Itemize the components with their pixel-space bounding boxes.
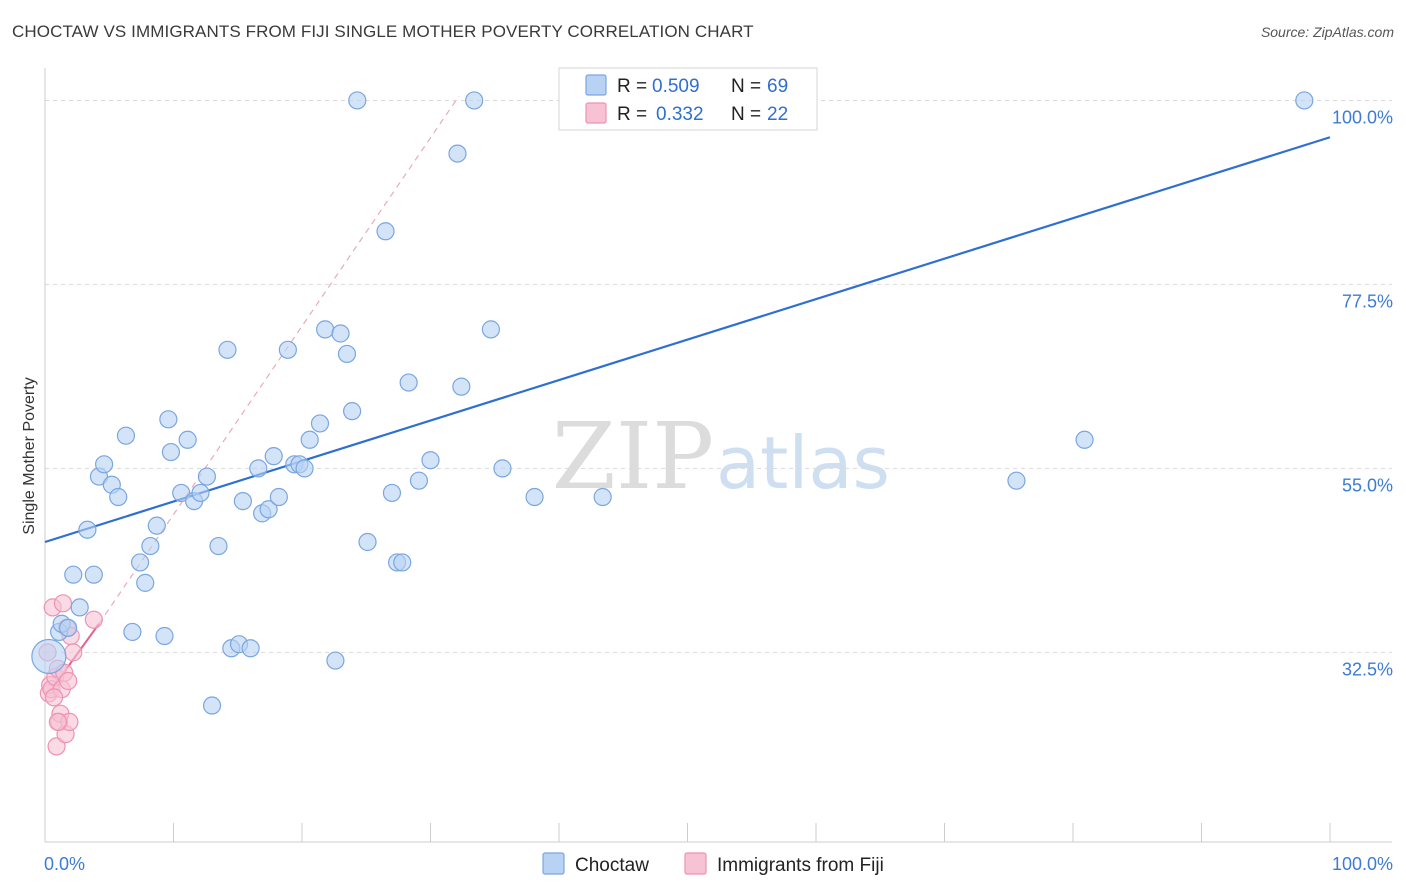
y-axis-title: Single Mother Poverty (21, 377, 38, 534)
data-point-choctaw (1007, 471, 1026, 490)
page-title: CHOCTAW VS IMMIGRANTS FROM FIJI SINGLE M… (12, 22, 754, 41)
legend-swatch-choctaw (585, 74, 607, 96)
data-point-choctaw (1295, 91, 1314, 110)
data-point-choctaw (331, 324, 350, 343)
data-point-choctaw (1075, 430, 1094, 449)
y-tick-label: 77.5% (1342, 291, 1393, 311)
data-point-choctaw (481, 320, 500, 339)
data-point-choctaw (399, 373, 418, 392)
grid-lines (45, 99, 1392, 653)
data-point-choctaw (70, 598, 89, 617)
watermark-zip: ZIP (552, 403, 714, 510)
data-point-choctaw (59, 618, 78, 637)
data-point-choctaw (493, 459, 512, 478)
data-point-choctaw (382, 483, 402, 503)
data-point-choctaw (109, 487, 128, 507)
data-point-choctaw (393, 553, 412, 572)
data-point-choctaw (84, 565, 103, 584)
y-tick-label: 100.0% (1332, 107, 1393, 127)
data-point-choctaw (31, 638, 67, 675)
data-point-choctaw (218, 340, 237, 359)
watermark-atlas: atlas (716, 421, 890, 505)
y-tick-label: 55.0% (1342, 475, 1393, 495)
data-point-choctaw (233, 492, 252, 511)
data-point-choctaw (161, 442, 181, 462)
series-legend-swatch-choctaw (542, 852, 565, 875)
legend-r-label: R = (617, 76, 647, 97)
data-point-choctaw (452, 377, 471, 396)
legend-r-value: 0.332 (656, 104, 704, 125)
series-legend-swatch-fiji (684, 852, 707, 875)
data-point-choctaw (136, 573, 155, 592)
data-point-choctaw (159, 410, 178, 429)
data-point-choctaw (376, 222, 395, 241)
legend-swatch-fiji (585, 102, 607, 124)
data-point-choctaw (123, 622, 142, 642)
data-point-choctaw (421, 451, 440, 470)
data-point-choctaw (310, 414, 330, 433)
data-point-choctaw (78, 520, 97, 539)
data-point-choctaw (95, 455, 114, 474)
source-note: Source: ZipAtlas.com (1260, 24, 1394, 40)
data-point-choctaw (241, 639, 260, 658)
data-point-choctaw (178, 430, 197, 449)
data-point-choctaw (465, 91, 484, 110)
data-point-choctaw (264, 447, 283, 466)
data-point-choctaw (259, 500, 278, 519)
data-point-choctaw (130, 553, 150, 572)
tick-labels: 32.5% 55.0% 77.5% 100.0% 0.0% 100.0% (44, 107, 1393, 874)
legend-n-value: 69 (767, 76, 788, 97)
data-point-choctaw (448, 144, 467, 163)
x-tick-label: 100.0% (1332, 854, 1393, 874)
data-point-fiji (48, 712, 67, 731)
data-point-choctaw (316, 320, 335, 339)
series-legend-label-choctaw: Choctaw (575, 855, 649, 876)
data-point-choctaw (343, 402, 362, 421)
data-point-choctaw (326, 651, 345, 670)
data-point-choctaw (116, 426, 136, 445)
series-legend: Choctaw Immigrants from Fiji (542, 852, 884, 876)
y-tick-label: 32.5% (1342, 659, 1393, 679)
data-point-choctaw (295, 459, 314, 478)
data-point-choctaw (172, 483, 191, 503)
data-point-fiji (64, 643, 83, 662)
data-point-choctaw (249, 459, 268, 478)
data-point-choctaw (155, 626, 174, 646)
legend-r-label: R = (617, 104, 647, 125)
data-point-choctaw (358, 532, 377, 552)
data-point-choctaw (348, 91, 367, 110)
legend-n-label: N = (731, 76, 761, 97)
data-point-fiji (84, 610, 103, 629)
legend-n-label: N = (731, 104, 761, 125)
data-point-choctaw (269, 487, 288, 507)
trend-line-extension-fiji (98, 96, 460, 625)
axes (44, 68, 1392, 843)
data-point-choctaw (593, 487, 612, 507)
data-point-fiji (47, 737, 66, 756)
data-point-choctaw (202, 696, 222, 715)
data-point-choctaw (197, 467, 217, 486)
data-point-choctaw (191, 483, 210, 503)
series-legend-label-fiji: Immigrants from Fiji (717, 855, 884, 876)
data-point-choctaw (147, 516, 166, 535)
x-tick-label: 0.0% (44, 854, 85, 874)
data-point-choctaw (278, 340, 297, 359)
data-point-choctaw (409, 471, 429, 490)
legend-r-value: 0.509 (652, 76, 700, 97)
data-points (31, 91, 1314, 756)
data-point-choctaw (141, 536, 160, 556)
data-point-choctaw (209, 536, 228, 556)
stats-legend: R = 0.509 N = 69 R = 0.332 N = 22 (558, 67, 818, 131)
trend-lines (44, 96, 1331, 694)
legend-n-value: 22 (767, 104, 788, 125)
data-point-choctaw (64, 565, 83, 584)
data-point-choctaw (300, 430, 319, 449)
data-point-choctaw (337, 344, 357, 364)
data-point-fiji (59, 671, 78, 691)
data-point-choctaw (525, 487, 544, 507)
data-point-fiji (53, 594, 73, 613)
data-point-fiji (44, 688, 64, 707)
